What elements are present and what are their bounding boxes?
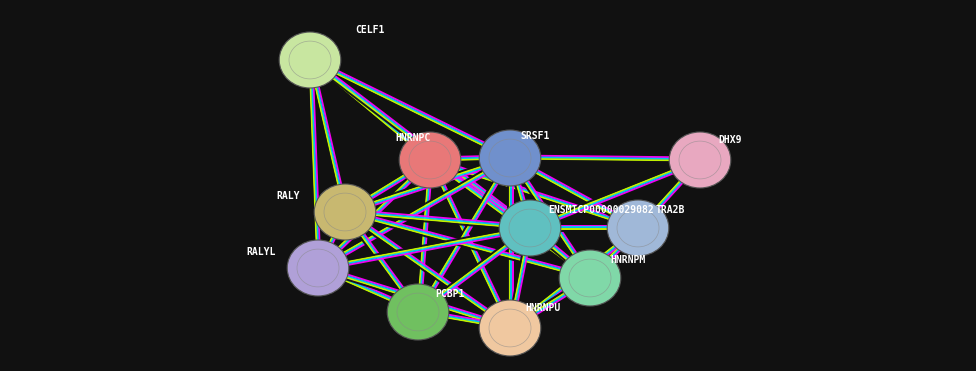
- Ellipse shape: [397, 293, 439, 331]
- Text: HNRNPM: HNRNPM: [610, 255, 645, 265]
- Ellipse shape: [314, 184, 376, 240]
- Text: PCBP1: PCBP1: [435, 289, 465, 299]
- Text: CELF1: CELF1: [355, 25, 385, 35]
- Ellipse shape: [324, 193, 366, 231]
- Text: RALYL: RALYL: [247, 247, 276, 257]
- Text: HNRNPU: HNRNPU: [525, 303, 560, 313]
- Ellipse shape: [399, 132, 461, 188]
- Ellipse shape: [670, 132, 731, 188]
- Ellipse shape: [489, 139, 531, 177]
- Text: HNRNPC: HNRNPC: [395, 133, 430, 143]
- Ellipse shape: [607, 200, 669, 256]
- Ellipse shape: [509, 209, 551, 247]
- Ellipse shape: [499, 200, 561, 256]
- Ellipse shape: [489, 309, 531, 347]
- Ellipse shape: [287, 240, 348, 296]
- Ellipse shape: [289, 41, 331, 79]
- Ellipse shape: [479, 130, 541, 186]
- Ellipse shape: [479, 300, 541, 356]
- Ellipse shape: [279, 32, 341, 88]
- Ellipse shape: [679, 141, 721, 179]
- Text: DHX9: DHX9: [718, 135, 742, 145]
- Text: TRA2B: TRA2B: [656, 205, 685, 215]
- Ellipse shape: [617, 209, 659, 247]
- Text: ENSMICP00000029082: ENSMICP00000029082: [548, 205, 654, 215]
- Text: SRSF1: SRSF1: [520, 131, 549, 141]
- Ellipse shape: [297, 249, 339, 287]
- Ellipse shape: [569, 259, 611, 297]
- Ellipse shape: [387, 284, 449, 340]
- Ellipse shape: [559, 250, 621, 306]
- Ellipse shape: [409, 141, 451, 179]
- Text: RALY: RALY: [276, 191, 300, 201]
